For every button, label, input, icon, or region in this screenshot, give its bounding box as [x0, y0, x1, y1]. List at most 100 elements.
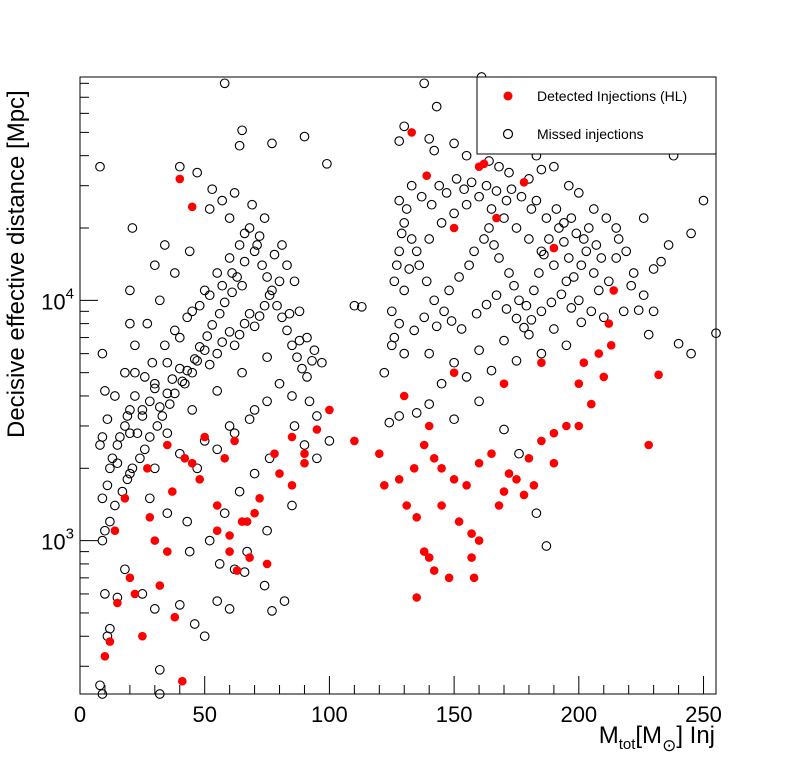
detected-point — [255, 494, 264, 503]
missed-point — [511, 313, 522, 324]
missed-point — [100, 386, 110, 396]
detected-point — [606, 341, 616, 350]
missed-point — [588, 268, 599, 278]
detected-point — [195, 475, 204, 484]
detected-point — [143, 464, 152, 473]
detected-point — [449, 475, 459, 484]
detected-point — [587, 399, 596, 409]
detected-point — [212, 501, 222, 510]
detected-point — [467, 529, 476, 538]
missed-point — [591, 240, 602, 250]
missed-point — [598, 312, 609, 323]
missed-point — [426, 199, 437, 210]
missed-point — [576, 317, 587, 328]
missed-point — [239, 318, 250, 329]
missed-point — [449, 208, 459, 219]
detected-point — [125, 573, 135, 583]
missed-point — [194, 342, 205, 352]
missed-point — [254, 311, 265, 321]
detected-point — [175, 174, 185, 184]
missed-point — [526, 314, 537, 325]
missed-point — [272, 300, 282, 311]
missed-point — [698, 195, 709, 206]
detected-point — [437, 464, 446, 473]
missed-point — [174, 448, 185, 459]
y-tick-label: 103 — [41, 526, 74, 555]
missed-point — [267, 285, 277, 296]
missed-point — [204, 290, 215, 301]
detected-point — [449, 368, 459, 378]
detected-point — [424, 421, 434, 431]
detected-point — [412, 513, 422, 522]
missed-point — [648, 306, 659, 317]
missed-point — [147, 357, 158, 368]
missed-point — [120, 421, 130, 431]
detected-point — [120, 494, 130, 503]
x-axis-title-bracket-close: ] Inj — [676, 722, 715, 749]
missed-point — [177, 376, 188, 387]
missed-point — [596, 253, 607, 263]
detected-point — [422, 171, 432, 180]
x-axis-title-sun-symbol: ⊙ — [662, 736, 676, 755]
missed-point — [204, 204, 215, 214]
missed-point — [356, 301, 367, 312]
missed-point — [424, 133, 435, 144]
missed-point — [621, 246, 632, 257]
missed-point — [229, 340, 240, 351]
missed-point — [137, 411, 148, 421]
missed-point — [249, 468, 260, 479]
missed-point — [144, 396, 155, 407]
detected-point — [512, 475, 521, 484]
missed-point — [309, 345, 320, 356]
detected-point — [412, 593, 422, 602]
missed-point — [202, 331, 213, 341]
missed-point — [389, 332, 400, 343]
missed-point — [399, 121, 410, 132]
detected-point — [429, 454, 439, 463]
missed-point — [686, 228, 696, 239]
missed-point — [284, 308, 295, 319]
missed-point — [479, 234, 489, 244]
missed-point — [406, 234, 417, 244]
missed-point — [174, 600, 185, 610]
detected-point — [409, 464, 419, 473]
missed-point — [464, 260, 474, 271]
missed-point — [431, 321, 442, 332]
detected-point — [170, 612, 180, 622]
missed-point — [249, 321, 260, 332]
missed-point — [282, 325, 292, 336]
missed-point — [638, 290, 649, 301]
missed-point — [162, 428, 173, 439]
missed-point — [466, 177, 477, 188]
missed-point — [264, 290, 275, 301]
missed-point — [656, 256, 666, 267]
missed-point — [489, 240, 499, 250]
detected-point — [163, 547, 172, 556]
missed-point — [539, 249, 549, 260]
missed-point — [506, 184, 517, 195]
missed-point — [207, 320, 218, 330]
missed-point — [264, 453, 275, 464]
missed-point — [511, 355, 522, 366]
missed-point — [424, 399, 435, 409]
missed-point — [559, 218, 569, 228]
missed-point — [446, 316, 457, 326]
missed-point — [207, 184, 218, 195]
missed-point — [514, 295, 524, 306]
detected-point — [574, 421, 584, 431]
missed-point — [115, 432, 125, 442]
missed-point — [578, 234, 589, 244]
missed-point — [588, 204, 599, 214]
missed-point — [192, 355, 203, 366]
missed-point — [454, 272, 464, 282]
missed-point — [187, 367, 198, 378]
missed-point — [259, 580, 270, 591]
missed-point — [613, 234, 624, 244]
detected-point — [492, 213, 501, 223]
detected-point — [549, 428, 559, 438]
missed-point — [611, 253, 622, 263]
missed-point — [549, 260, 559, 271]
missed-point — [546, 297, 557, 308]
missed-point — [449, 414, 459, 425]
detected-point — [574, 379, 584, 389]
